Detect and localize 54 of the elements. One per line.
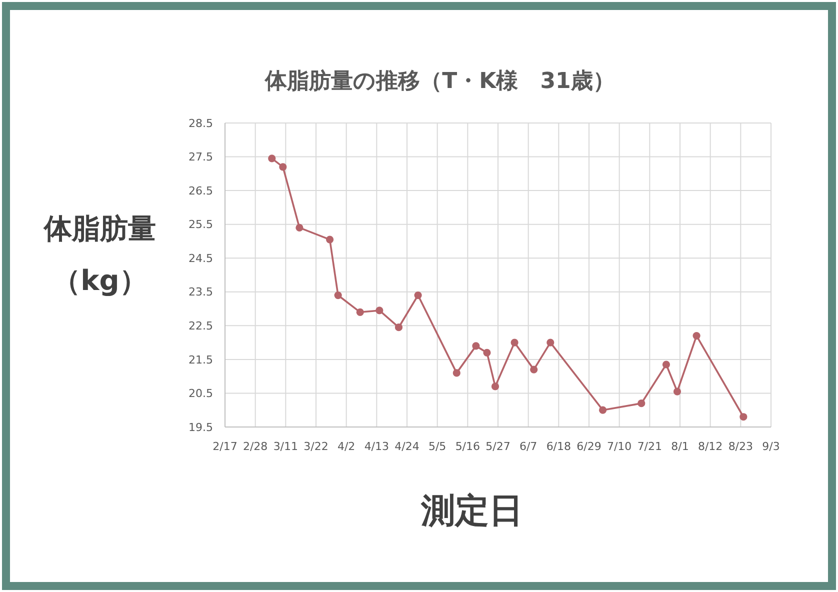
x-tick-label: 6/7 [519,440,538,453]
point [510,338,518,346]
y-axis-title: 体脂肪量（kg） [43,212,156,297]
x-tick-label: 8/23 [728,440,754,453]
x-tick-label: 4/13 [364,440,390,453]
x-tick-label: 9/3 [762,440,780,453]
point [394,324,403,332]
x-tick-label: 2/28 [242,440,268,453]
y-tick-label: 27.5 [188,150,213,164]
x-tick-label: 5/27 [486,440,510,453]
x-tick-label: 8/1 [671,440,689,453]
y-tick-label: 22.5 [188,320,213,333]
point [414,291,422,300]
x-tick-label: 5/16 [455,440,480,453]
point [472,342,480,350]
chart-title: 体脂肪量の推移（T・K様 31歳） [264,69,615,94]
y-tick-label: 24.5 [188,252,213,265]
point [376,306,384,314]
x-tick-label: 3/11 [273,440,298,453]
point [326,236,334,244]
point [692,332,700,340]
point [638,400,646,408]
y-tick-label: 23.5 [188,286,213,299]
point [334,291,342,300]
y-tick-label: 19.5 [188,420,213,434]
point [356,308,364,316]
y-tick-label: 26.5 [188,184,213,198]
x-axis-title: 測定日 [420,491,523,531]
x-tick-label: 7/10 [606,440,632,453]
point [483,348,491,356]
x-tick-label: 8/12 [698,440,723,453]
x-tick-label: 6/29 [576,440,602,453]
x-tick-label: 6/18 [546,440,572,453]
y-tick-label: 25.5 [188,218,213,232]
point [452,369,460,377]
point [530,366,538,374]
x-tick-label: 7/21 [637,440,662,453]
point [491,382,500,390]
point [662,360,670,368]
x-tick-label: 2/17 [212,440,238,453]
point [296,224,304,232]
point [740,413,748,421]
y-tick-label: 20.5 [188,387,213,400]
point [598,406,607,414]
point [279,163,287,171]
x-tick-label: 4/2 [337,440,356,453]
point [673,388,682,396]
point [546,338,554,346]
y-tick-label: 21.5 [188,353,213,366]
x-tick-label: 3/22 [304,440,328,453]
point [268,154,276,162]
y-tick-label: 28.5 [188,116,213,130]
x-tick-label: 5/5 [428,440,446,453]
x-tick-label: 4/24 [394,440,420,453]
